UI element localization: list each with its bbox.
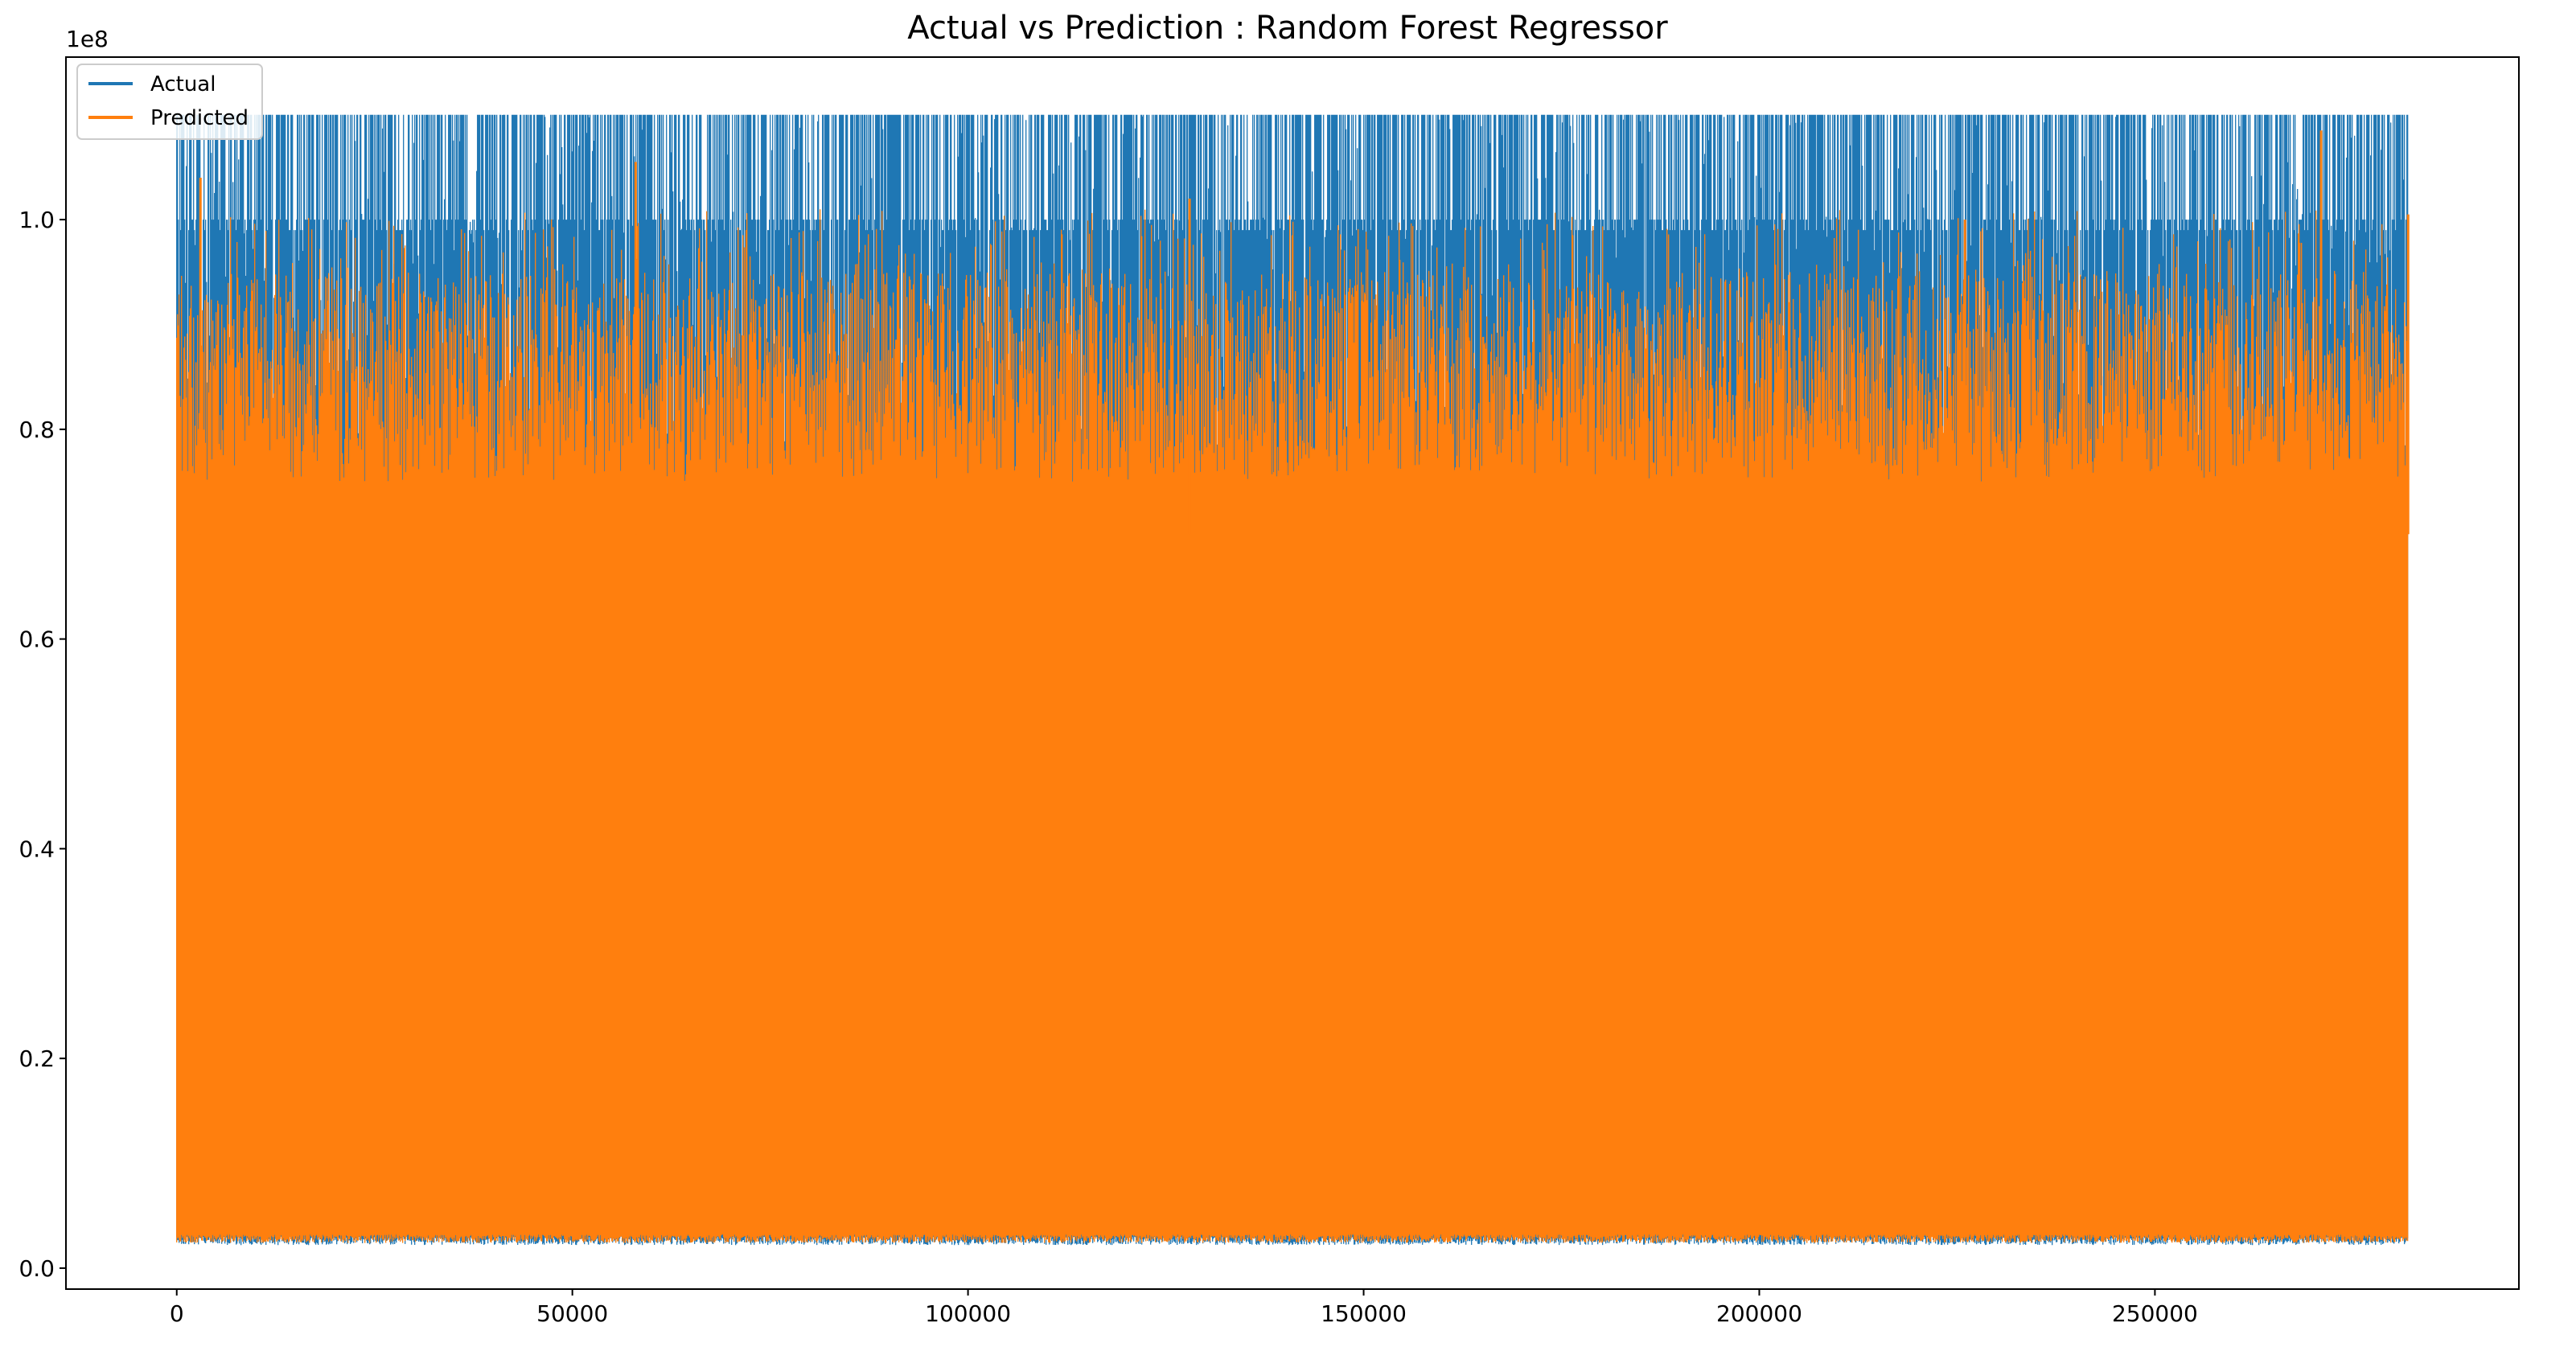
x-tick-label: 50000	[536, 1300, 608, 1327]
y-axis: 0.0 0.2 0.4 0.6 0.8 1.0	[18, 207, 66, 1282]
x-axis: 0 50000 100000 150000 200000 250000	[170, 1289, 2198, 1327]
x-tick-label: 100000	[925, 1300, 1011, 1327]
x-tick-label: 200000	[1716, 1300, 1802, 1327]
y-axis-offset-text: 1e8	[66, 26, 109, 52]
plot-frame	[65, 56, 2520, 1290]
x-tick-label: 0	[170, 1300, 184, 1327]
x-tick-label: 150000	[1321, 1300, 1407, 1327]
legend-label-actual: Actual	[150, 72, 216, 97]
legend: Actual Predicted	[76, 64, 263, 140]
y-tick-label: 0.8	[18, 417, 55, 443]
plot-area	[65, 56, 2520, 1290]
y-tick-label: 0.2	[18, 1045, 55, 1072]
y-tick-label: 1.0	[18, 207, 55, 233]
series-line-predicted	[176, 209, 2409, 1243]
x-tick-label: 250000	[2112, 1300, 2198, 1327]
y-tick-label: 0.6	[18, 626, 55, 653]
chart-title: Actual vs Prediction : Random Forest Reg…	[907, 10, 1668, 47]
legend-label-predicted: Predicted	[150, 106, 249, 130]
y-tick-label: 0.4	[18, 836, 55, 862]
y-tick-label: 0.0	[18, 1255, 55, 1282]
